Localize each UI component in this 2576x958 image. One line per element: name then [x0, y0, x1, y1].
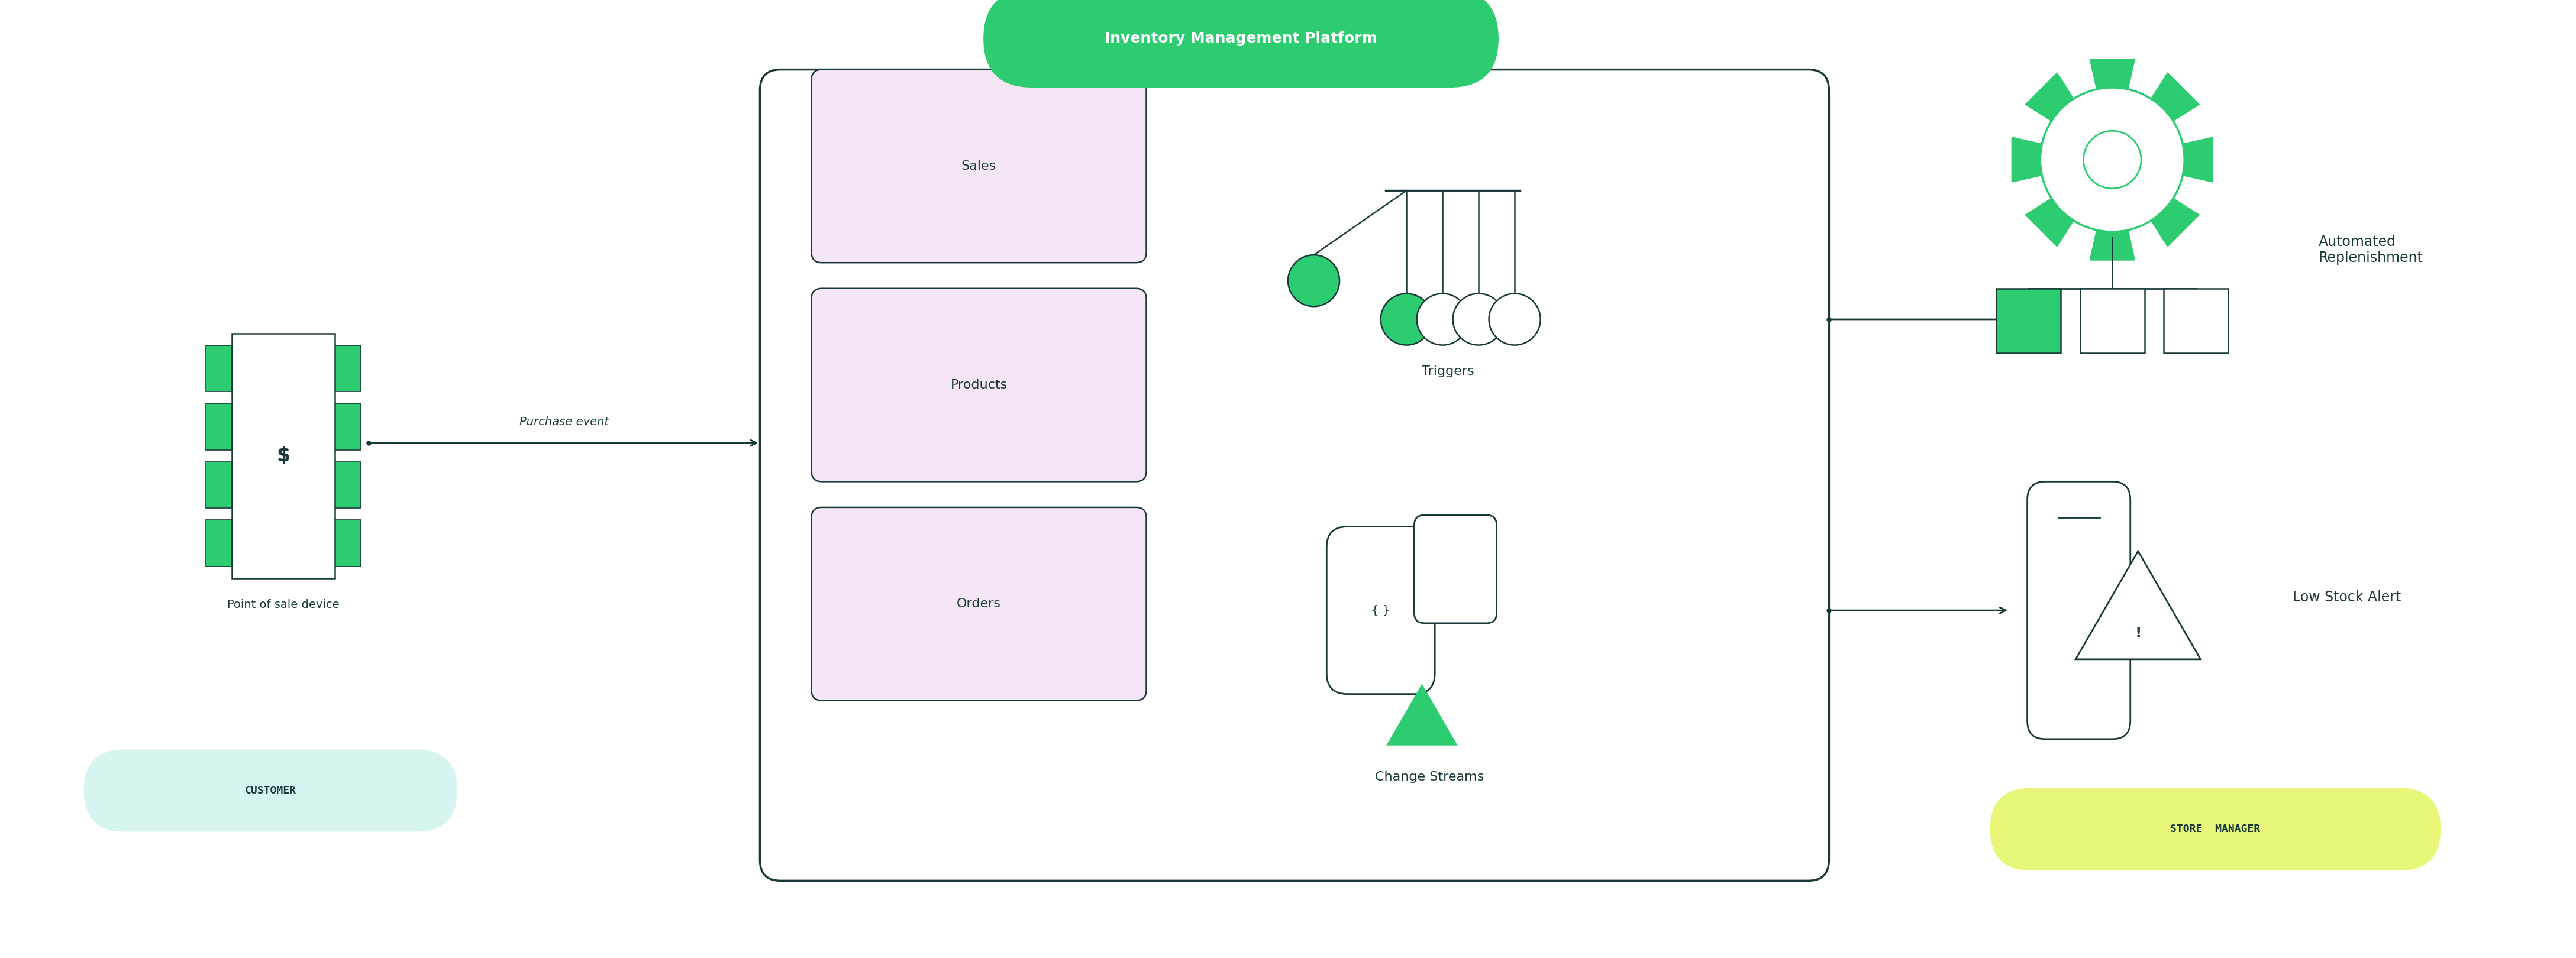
- Bar: [206, 345, 232, 392]
- Bar: [2081, 288, 2143, 353]
- Circle shape: [1381, 293, 1432, 345]
- Text: Sales: Sales: [961, 160, 997, 172]
- Polygon shape: [2012, 137, 2043, 182]
- Bar: [206, 403, 232, 450]
- Polygon shape: [2025, 198, 2074, 246]
- Bar: [335, 462, 361, 508]
- Polygon shape: [2151, 198, 2200, 246]
- Circle shape: [2084, 131, 2141, 189]
- Text: !: !: [2136, 627, 2141, 641]
- Text: Products: Products: [951, 379, 1007, 391]
- Text: Low Stock Alert: Low Stock Alert: [2293, 590, 2401, 604]
- FancyBboxPatch shape: [984, 0, 1499, 87]
- Polygon shape: [2089, 59, 2136, 89]
- FancyBboxPatch shape: [811, 508, 1146, 700]
- Text: CUSTOMER: CUSTOMER: [245, 786, 296, 796]
- Circle shape: [2040, 87, 2184, 232]
- Bar: [335, 403, 361, 450]
- FancyBboxPatch shape: [82, 749, 459, 832]
- Circle shape: [1288, 255, 1340, 307]
- Text: Point of sale device: Point of sale device: [227, 599, 340, 610]
- Polygon shape: [2089, 230, 2136, 261]
- Text: Change Streams: Change Streams: [1376, 771, 1484, 783]
- Text: Inventory Management Platform: Inventory Management Platform: [1105, 32, 1378, 46]
- FancyBboxPatch shape: [760, 70, 1829, 880]
- Circle shape: [1489, 293, 1540, 345]
- Circle shape: [1453, 293, 1504, 345]
- Polygon shape: [2151, 73, 2200, 121]
- FancyBboxPatch shape: [811, 70, 1146, 262]
- Bar: [232, 333, 335, 578]
- Text: Triggers: Triggers: [1422, 366, 1473, 377]
- Text: STORE  MANAGER: STORE MANAGER: [2172, 824, 2259, 834]
- FancyBboxPatch shape: [1327, 527, 1435, 694]
- Text: $: $: [276, 446, 291, 466]
- Polygon shape: [2025, 73, 2074, 121]
- Text: { }: { }: [1370, 604, 1391, 616]
- Bar: [1996, 288, 2061, 353]
- FancyBboxPatch shape: [2027, 482, 2130, 740]
- Text: Orders: Orders: [956, 598, 1002, 610]
- Bar: [206, 520, 232, 566]
- Bar: [335, 345, 361, 392]
- Bar: [335, 520, 361, 566]
- Bar: [206, 462, 232, 508]
- FancyBboxPatch shape: [811, 288, 1146, 482]
- Circle shape: [1417, 293, 1468, 345]
- Polygon shape: [2182, 137, 2213, 182]
- Bar: [2164, 288, 2228, 353]
- FancyBboxPatch shape: [1991, 788, 2442, 871]
- Text: Automated
Replenishment: Automated Replenishment: [2318, 235, 2424, 265]
- Text: Purchase event: Purchase event: [520, 417, 608, 427]
- FancyBboxPatch shape: [1414, 515, 1497, 624]
